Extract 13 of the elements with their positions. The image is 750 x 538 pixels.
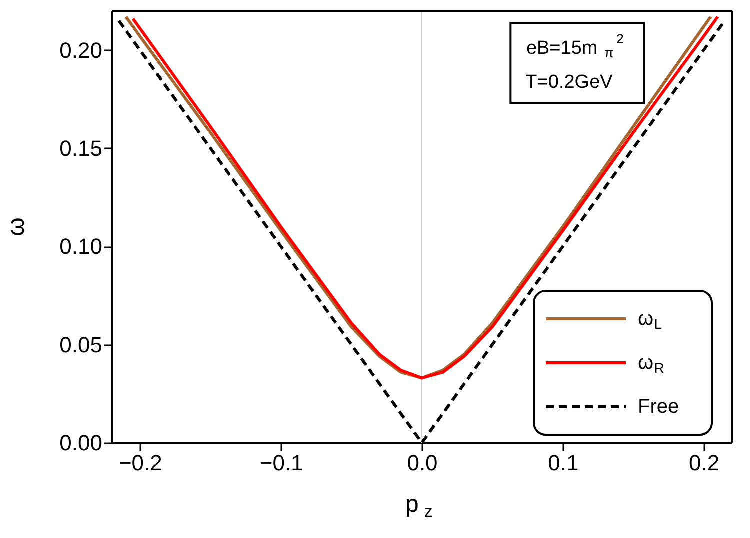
- x-tick-label: −0.2: [118, 450, 162, 476]
- y-tick-label: 0.05: [60, 332, 102, 358]
- y-axis-title: ω: [3, 218, 30, 236]
- y-tick-label: 0.15: [60, 136, 102, 161]
- x-tick-label: 0.1: [548, 450, 579, 476]
- y-tick-label: 0.10: [60, 234, 102, 260]
- x-tick-label: 0.0: [407, 450, 438, 476]
- y-tick-label: 0.20: [60, 38, 102, 63]
- y-tick-label: 0.00: [60, 430, 102, 456]
- legend-label: Free: [638, 396, 680, 418]
- annotation: T=0.2GeV: [526, 72, 614, 93]
- x-tick-label: −0.1: [260, 450, 304, 476]
- x-tick-label: 0.2: [689, 450, 720, 476]
